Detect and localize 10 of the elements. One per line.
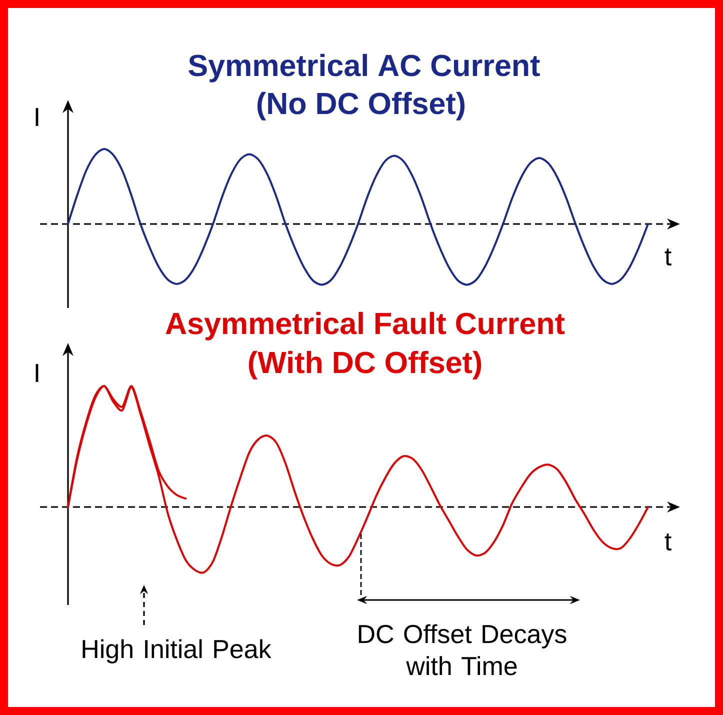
- y-axis-title: I: [36, 108, 38, 126]
- x-axis-title: t: [664, 248, 672, 266]
- text: DC Offset Decays with Time: [358, 624, 566, 676]
- chart-subtitle: (With DC Offset): [248, 350, 482, 380]
- chart-title: Symmetrical AC Current: [188, 54, 540, 82]
- chart-subtitle: (No DC Offset): [257, 92, 464, 120]
- x-axis-title: t: [664, 533, 672, 551]
- text: High Initial Peak: [82, 639, 272, 664]
- y-axis-title: I: [36, 364, 38, 382]
- chart-title: Asymmetrical Fault Current: [166, 312, 565, 340]
